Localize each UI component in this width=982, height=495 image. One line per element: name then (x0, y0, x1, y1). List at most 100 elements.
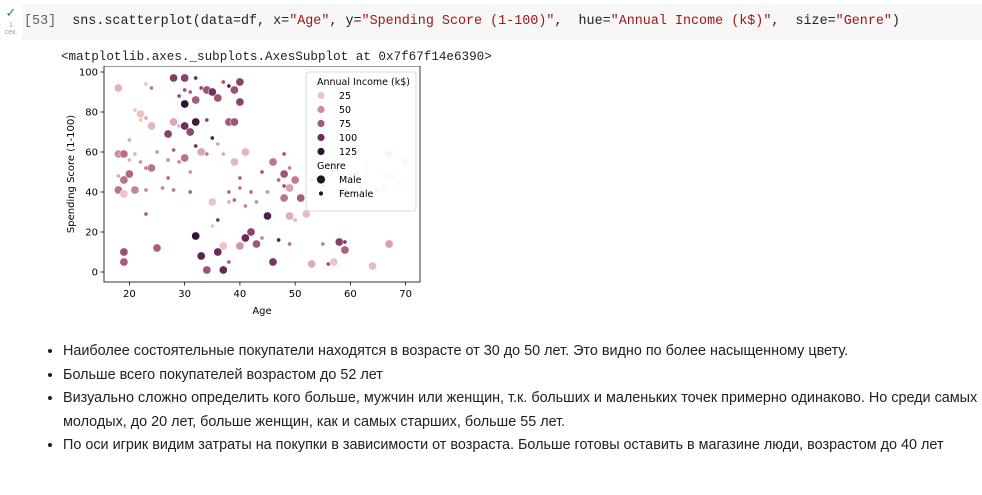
data-point (279, 169, 289, 179)
check-icon: ✓ (5, 5, 17, 20)
data-point (213, 93, 223, 103)
data-point (246, 227, 256, 237)
data-point (207, 87, 217, 97)
data-point (154, 149, 160, 155)
y-tick-label: 40 (85, 188, 98, 199)
y-tick-label: 100 (79, 68, 98, 79)
data-point (237, 175, 243, 181)
data-point (114, 83, 123, 93)
legend-label: Male (339, 175, 362, 186)
legend-marker (317, 119, 325, 128)
data-point (132, 151, 138, 157)
data-point (147, 121, 156, 131)
data-point (215, 141, 221, 147)
data-point (119, 149, 129, 159)
data-point (119, 247, 129, 257)
data-point (180, 121, 190, 131)
data-point (287, 241, 292, 247)
execution-count: [53] (24, 14, 57, 29)
data-point (285, 211, 294, 221)
data-point (204, 151, 210, 157)
data-point (138, 117, 143, 123)
legend-marker (317, 147, 325, 156)
legend-marker (318, 191, 324, 196)
data-point (196, 251, 206, 261)
data-point (340, 245, 350, 255)
x-axis-label: Age (252, 306, 271, 316)
data-point (226, 189, 232, 195)
data-point (209, 135, 215, 141)
data-point (119, 175, 129, 185)
data-point (287, 165, 292, 171)
code-cell[interactable]: [53] sns.scatterplot(data=df, x="Age", y… (22, 4, 982, 40)
data-point (180, 99, 190, 109)
data-point (254, 199, 259, 205)
x-tick-label: 70 (399, 289, 412, 300)
data-point (116, 173, 121, 179)
data-point (149, 85, 154, 91)
data-point (152, 243, 162, 253)
data-point (232, 197, 237, 203)
data-point (187, 89, 193, 95)
data-point (243, 203, 248, 209)
legend-marker (317, 133, 325, 142)
data-point (230, 157, 239, 167)
data-point (127, 157, 132, 163)
data-point (143, 187, 149, 193)
data-point (235, 97, 245, 107)
data-point (292, 217, 298, 223)
note-item: Больше всего покупателей возрастом до 52… (63, 364, 982, 388)
data-point (276, 177, 281, 183)
data-point (130, 185, 140, 195)
data-point (202, 265, 212, 275)
code-line: sns.scatterplot(data=df, x="Age", y="Spe… (72, 14, 900, 29)
legend-label: 125 (339, 147, 357, 158)
data-point (368, 261, 377, 271)
data-point (218, 241, 228, 251)
data-point (119, 189, 129, 199)
note-item: По оси игрик видим затраты на покупки в … (63, 434, 982, 458)
run-time-label: 1 сек. (4, 22, 18, 36)
data-point (119, 257, 129, 267)
data-point (279, 193, 289, 203)
legend-label: Female (339, 189, 374, 200)
x-tick-label: 50 (289, 289, 302, 300)
data-point (193, 75, 199, 81)
data-point (320, 241, 326, 247)
data-point (268, 157, 278, 167)
data-point (263, 211, 272, 221)
data-point (281, 151, 287, 157)
x-tick-label: 20 (123, 289, 136, 300)
data-point (215, 217, 221, 223)
data-point (204, 117, 210, 123)
notes-list: Наиболее состоятельные покупатели находя… (40, 340, 982, 458)
data-point (290, 175, 300, 185)
data-point (180, 73, 190, 83)
data-point (165, 175, 171, 181)
data-point (268, 257, 278, 267)
y-tick-label: 80 (85, 108, 98, 119)
data-point (169, 117, 178, 127)
data-point (196, 147, 206, 157)
data-point (138, 159, 143, 165)
legend-marker (316, 175, 326, 184)
data-point (296, 193, 306, 203)
data-point (235, 77, 245, 87)
data-point (220, 79, 226, 85)
data-point (187, 169, 193, 175)
data-point (143, 211, 149, 217)
legend-box (305, 71, 417, 212)
data-point (182, 87, 188, 93)
data-point (180, 153, 190, 163)
note-item: Наиболее состоятельные покупатели находя… (63, 340, 982, 364)
x-tick-label: 30 (178, 289, 191, 300)
data-point (160, 185, 165, 191)
data-point (329, 257, 339, 267)
data-point (226, 83, 232, 89)
x-tick-label: 60 (344, 289, 357, 300)
y-axis-label: Spending Score (1-100) (66, 115, 77, 233)
data-point (237, 185, 243, 191)
data-point (213, 247, 223, 257)
cell-run-status[interactable]: ✓ 1 сек. (0, 5, 22, 37)
data-point (185, 127, 195, 137)
